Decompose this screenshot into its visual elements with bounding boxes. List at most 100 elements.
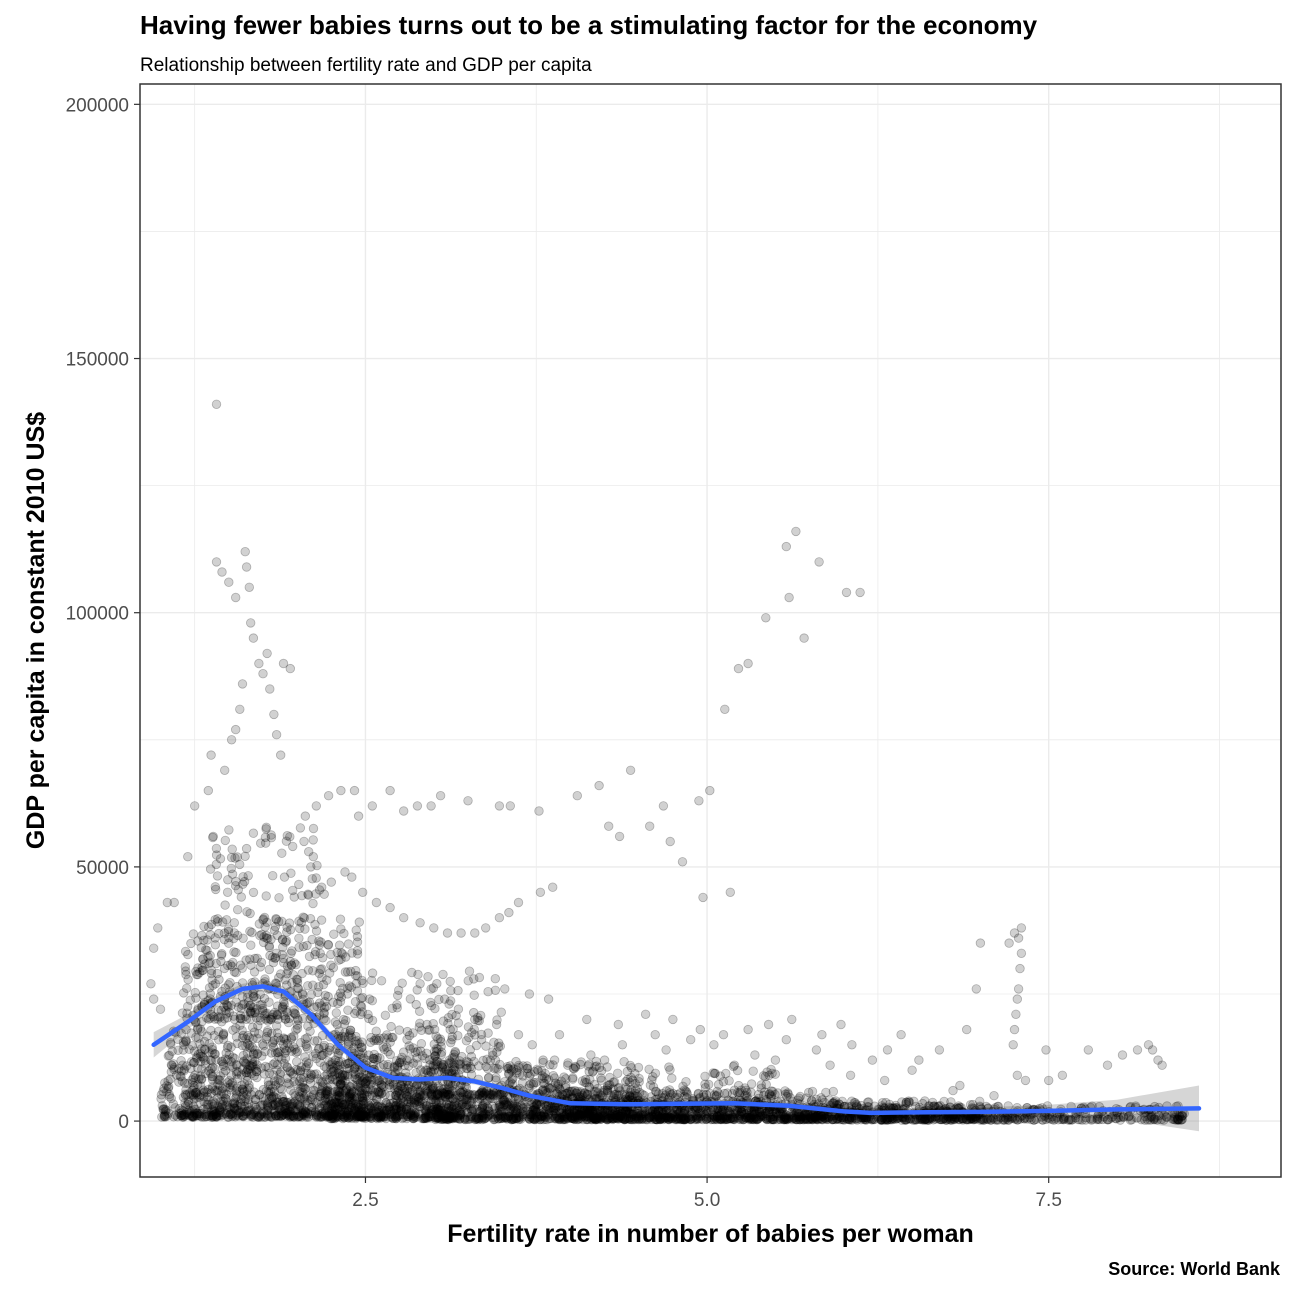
data-point: [322, 1112, 332, 1122]
data-point: [198, 1053, 209, 1063]
data-point: [690, 1114, 700, 1125]
data-point: [246, 1111, 256, 1122]
data-point: [212, 1085, 223, 1096]
data-point: [291, 1047, 301, 1058]
data-point: [249, 1027, 260, 1037]
data-point: [284, 1079, 294, 1089]
data-point: [596, 1073, 606, 1083]
data-point: [369, 1035, 379, 1046]
data-point: [165, 1074, 176, 1084]
data-point: [404, 1061, 414, 1071]
data-point: [443, 1018, 453, 1029]
data-point: [248, 633, 259, 643]
data-point: [470, 1090, 480, 1100]
data-point: [272, 930, 283, 941]
data-point: [214, 1110, 225, 1121]
data-point: [262, 1008, 272, 1019]
data-point: [896, 1029, 906, 1040]
data-point: [259, 1112, 269, 1122]
data-point: [474, 1061, 484, 1071]
data-point: [153, 923, 163, 933]
data-point: [233, 1067, 243, 1077]
data-point: [394, 985, 404, 996]
data-point: [237, 1084, 248, 1094]
data-point: [288, 1111, 298, 1121]
data-point: [391, 1094, 401, 1105]
data-point: [430, 1106, 441, 1117]
data-point: [1102, 1114, 1113, 1125]
data-point: [239, 1107, 249, 1117]
data-point: [232, 1083, 242, 1093]
data-point: [217, 1102, 227, 1113]
data-point: [205, 1110, 216, 1120]
data-point: [222, 887, 233, 898]
data-point: [245, 1110, 256, 1120]
data-point: [422, 1065, 432, 1076]
data-point: [251, 1102, 261, 1113]
data-point: [432, 1046, 442, 1057]
data-point: [625, 765, 636, 776]
data-point: [392, 1112, 402, 1122]
data-point: [780, 1086, 790, 1096]
data-point: [1012, 994, 1023, 1004]
data-point: [1009, 1024, 1020, 1035]
data-point: [440, 994, 450, 1004]
data-point: [335, 1112, 346, 1122]
data-point: [379, 1060, 389, 1070]
data-point: [241, 1041, 251, 1052]
data-point: [232, 905, 243, 915]
data-point: [207, 1105, 218, 1115]
data-point: [388, 1113, 398, 1124]
data-point: [397, 1083, 407, 1094]
data-point: [419, 1067, 429, 1077]
data-point: [351, 925, 361, 935]
data-point: [253, 1048, 263, 1059]
data-point: [214, 1075, 224, 1085]
data-point: [242, 1089, 252, 1100]
data-point: [319, 1109, 329, 1120]
data-point: [342, 1093, 352, 1104]
data-point: [434, 994, 444, 1005]
data-point: [184, 1044, 194, 1054]
data-point: [247, 1054, 257, 1065]
data-point: [1083, 1045, 1094, 1055]
data-point: [268, 952, 278, 962]
data-point: [955, 1080, 965, 1091]
data-point: [263, 1103, 274, 1113]
data-point: [463, 796, 473, 806]
data-point: [286, 1034, 297, 1044]
data-point: [357, 1037, 367, 1047]
data-point: [238, 1050, 249, 1061]
data-point: [409, 1111, 420, 1121]
data-point: [267, 1094, 277, 1104]
data-point: [791, 526, 801, 537]
data-point: [319, 1061, 330, 1071]
data-point: [1143, 1040, 1154, 1050]
data-point: [1041, 1045, 1051, 1055]
data-point: [479, 1114, 489, 1124]
data-point: [296, 1112, 307, 1122]
data-point: [399, 806, 409, 816]
data-point: [307, 1102, 317, 1113]
data-point: [274, 893, 284, 903]
data-point: [327, 1057, 337, 1067]
data-point: [1015, 963, 1025, 974]
data-point: [199, 1097, 209, 1107]
data-point: [148, 994, 159, 1004]
data-point: [368, 1108, 379, 1118]
data-point: [405, 994, 416, 1004]
data-point: [344, 1099, 354, 1110]
data-point: [425, 1111, 435, 1121]
data-point: [1013, 933, 1024, 943]
data-point: [295, 1065, 306, 1076]
data-point: [668, 1014, 678, 1025]
data-point: [210, 1085, 220, 1096]
data-point: [307, 874, 318, 884]
data-point: [333, 1104, 343, 1115]
data-point: [235, 960, 246, 970]
data-point: [274, 1078, 284, 1088]
data-point: [317, 1030, 328, 1041]
data-point: [365, 1037, 376, 1048]
data-point: [263, 1025, 273, 1036]
data-point: [847, 1040, 857, 1050]
